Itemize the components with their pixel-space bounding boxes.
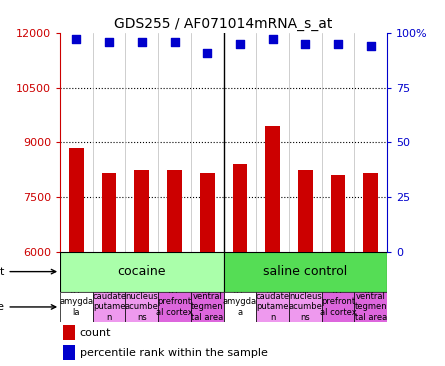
Text: ventral
tegmen
tal area: ventral tegmen tal area bbox=[191, 292, 223, 322]
Point bbox=[73, 37, 80, 42]
Bar bbox=[331, 175, 345, 251]
Point bbox=[204, 50, 211, 56]
Bar bbox=[63, 325, 75, 340]
Bar bbox=[224, 292, 256, 322]
Bar bbox=[167, 169, 182, 251]
Point bbox=[335, 41, 342, 47]
Text: count: count bbox=[80, 328, 111, 338]
Bar bbox=[102, 173, 117, 251]
Text: prefront
al cortex: prefront al cortex bbox=[156, 297, 193, 317]
Text: percentile rank within the sample: percentile rank within the sample bbox=[80, 348, 267, 358]
Bar bbox=[265, 126, 280, 251]
Text: amygda
la: amygda la bbox=[59, 297, 93, 317]
Bar bbox=[60, 292, 93, 322]
Point bbox=[171, 39, 178, 45]
Point bbox=[236, 41, 243, 47]
Bar bbox=[355, 292, 387, 322]
Bar bbox=[60, 251, 224, 292]
Bar bbox=[134, 169, 149, 251]
Point bbox=[105, 39, 113, 45]
Bar bbox=[233, 164, 247, 251]
Bar bbox=[298, 169, 313, 251]
Bar bbox=[158, 292, 191, 322]
Bar bbox=[364, 173, 378, 251]
Title: GDS255 / AF071014mRNA_s_at: GDS255 / AF071014mRNA_s_at bbox=[114, 16, 333, 30]
Bar bbox=[125, 292, 158, 322]
Text: amygda
a: amygda a bbox=[223, 297, 257, 317]
Bar bbox=[200, 173, 214, 251]
Text: cocaine: cocaine bbox=[117, 265, 166, 278]
Bar bbox=[322, 292, 355, 322]
Text: caudate
putame
n: caudate putame n bbox=[255, 292, 290, 322]
Point bbox=[269, 37, 276, 42]
Bar bbox=[69, 148, 84, 251]
Text: caudate
putame
n: caudate putame n bbox=[92, 292, 126, 322]
Text: nucleus
acumbe
ns: nucleus acumbe ns bbox=[125, 292, 159, 322]
Bar bbox=[191, 292, 224, 322]
Bar bbox=[63, 345, 75, 361]
Point bbox=[367, 43, 374, 49]
Text: nucleus
acumbe
ns: nucleus acumbe ns bbox=[288, 292, 322, 322]
Text: tissue: tissue bbox=[0, 302, 56, 312]
Point bbox=[302, 41, 309, 47]
Bar bbox=[93, 292, 125, 322]
Bar bbox=[289, 292, 322, 322]
Bar bbox=[224, 251, 387, 292]
Text: ventral
tegmen
tal area: ventral tegmen tal area bbox=[355, 292, 387, 322]
Bar bbox=[256, 292, 289, 322]
Text: saline control: saline control bbox=[263, 265, 348, 278]
Text: prefront
al cortex: prefront al cortex bbox=[320, 297, 356, 317]
Point bbox=[138, 39, 146, 45]
Text: agent: agent bbox=[0, 266, 56, 277]
